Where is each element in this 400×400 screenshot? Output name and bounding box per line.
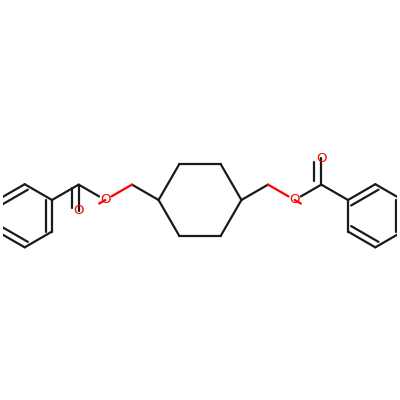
Text: O: O bbox=[73, 204, 84, 217]
Text: O: O bbox=[316, 152, 327, 165]
Text: O: O bbox=[100, 194, 110, 206]
Text: O: O bbox=[290, 194, 300, 206]
